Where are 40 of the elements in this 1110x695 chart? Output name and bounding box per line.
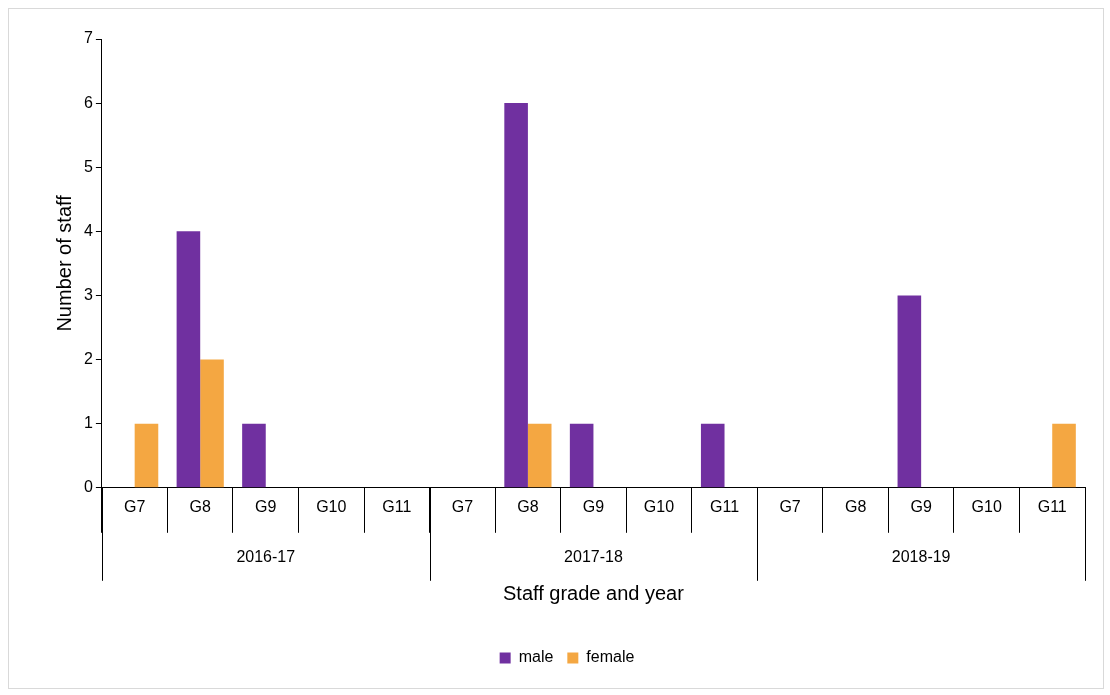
legend-label: male (518, 648, 554, 666)
y-tick-label: 2 (83, 349, 93, 367)
bar (1052, 423, 1076, 488)
x-tick-label: G8 (517, 497, 539, 515)
y-tick-label: 4 (83, 221, 93, 239)
x-tick-label: G7 (124, 497, 146, 515)
x-tick-label: G10 (971, 497, 1002, 515)
x-tick-label: G11 (382, 497, 412, 515)
x-axis-title: Staff grade and year (503, 581, 685, 604)
text: 2016-17 (236, 548, 296, 566)
bar (569, 423, 594, 488)
y-tick-label: 6 (83, 93, 93, 111)
x-tick-label: G11 (1037, 497, 1067, 515)
x-tick-label: G8 (844, 497, 867, 515)
bar (527, 423, 552, 488)
x-tick-label: G7 (451, 497, 474, 515)
bar (200, 359, 224, 488)
x-tick-label: G9 (255, 497, 277, 515)
bar (134, 423, 159, 488)
y-tick-label: 1 (83, 414, 93, 432)
x-tick-label: G8 (189, 497, 211, 515)
legend-label: female (586, 648, 635, 666)
bar (176, 231, 201, 488)
text: 2018-19 (891, 548, 951, 566)
text: 2017-18 (564, 548, 623, 566)
y-tick-label: 3 (83, 285, 93, 303)
y-tick-label: 0 (83, 478, 93, 496)
bar (242, 423, 266, 488)
x-tick-label: G11 (710, 497, 740, 515)
bar (700, 423, 725, 488)
x-tick-label: G9 (582, 497, 605, 515)
y-tick-label: 7 (83, 29, 93, 47)
y-tick-label: 5 (83, 157, 93, 175)
bar (504, 103, 528, 488)
x-tick-label: G9 (910, 497, 932, 515)
x-tick-label: G7 (779, 497, 801, 515)
x-tick-label: G10 (316, 497, 347, 515)
x-tick-label: G10 (643, 497, 675, 515)
y-axis-title: Number of staff (52, 194, 75, 332)
bar (897, 295, 922, 488)
